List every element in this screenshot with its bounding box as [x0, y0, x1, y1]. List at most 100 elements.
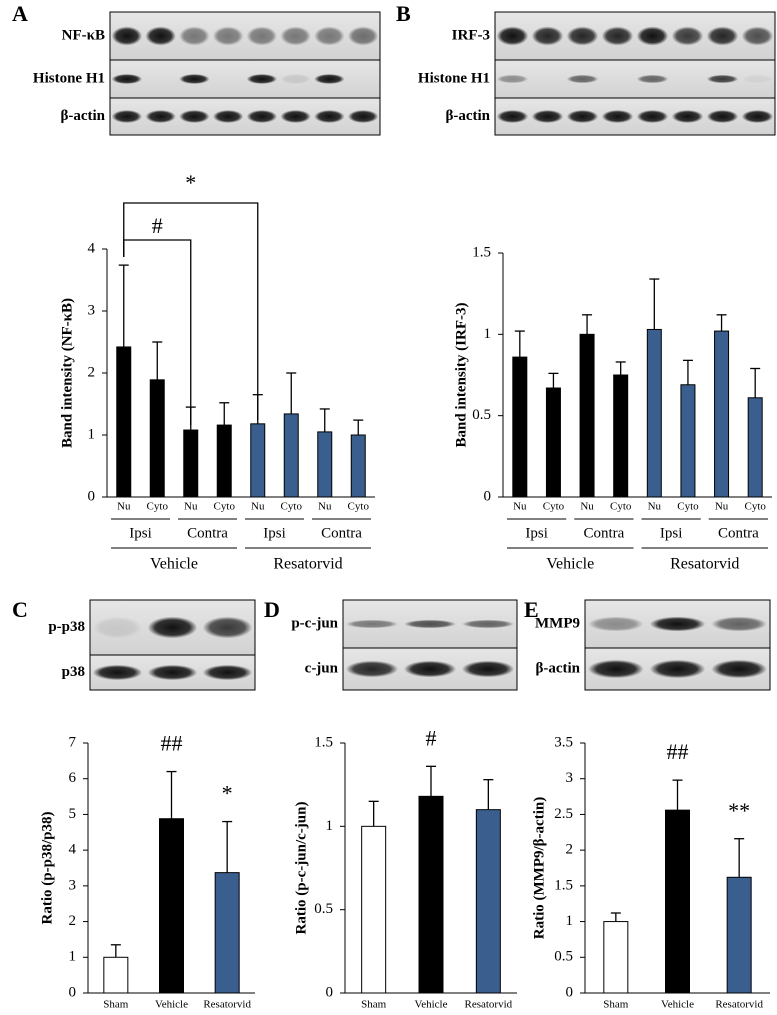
y-axis-label: Ratio (MMP9/β-actin) — [531, 797, 547, 939]
y-tick-label: 2 — [69, 913, 77, 929]
bar — [512, 356, 528, 498]
bar — [475, 809, 501, 994]
blot-band — [496, 74, 529, 84]
x-tick-label: Nu — [648, 501, 662, 513]
y-tick-label: 1 — [88, 426, 96, 442]
blot-band — [92, 616, 143, 639]
x-tick-label: Cyto — [214, 501, 236, 513]
bar — [159, 818, 184, 994]
y-tick-label: 1.5 — [554, 877, 573, 893]
blot-band — [741, 26, 774, 46]
blot-band — [145, 26, 176, 46]
bar — [613, 374, 629, 498]
subgroup-label: Ipsi — [525, 525, 548, 541]
y-tick-label: 4 — [69, 842, 77, 858]
blot-label: NF-κB — [62, 27, 105, 43]
y-tick-label: 4 — [88, 240, 96, 256]
group-label: Resatorvid — [670, 556, 739, 573]
subgroup-label: Contra — [187, 525, 228, 541]
blot-band — [280, 109, 311, 124]
blot-band — [566, 109, 599, 124]
blot-band — [566, 26, 599, 46]
y-tick-label: 5 — [69, 806, 77, 822]
blot-band — [347, 26, 379, 46]
blot-label: β-actin — [535, 660, 580, 676]
blot-band — [280, 73, 311, 85]
x-tick-label: Cyto — [543, 501, 565, 513]
x-tick-label: Resatorvid — [203, 999, 251, 1011]
bar — [350, 434, 366, 498]
y-tick-label: 7 — [69, 734, 77, 750]
significance-mark: ** — [728, 798, 750, 823]
bar — [545, 387, 561, 498]
significance-mark: # — [152, 213, 163, 238]
subgroup-label: Contra — [321, 525, 362, 541]
y-tick-label: 3 — [69, 877, 77, 893]
blot-band — [566, 74, 599, 84]
panel-letter: D — [264, 597, 280, 622]
significance-mark: * — [185, 170, 196, 195]
significance-mark: ## — [161, 731, 183, 756]
blot-band — [111, 73, 143, 85]
y-tick-label: 1.5 — [472, 244, 491, 260]
blot-band — [741, 74, 774, 84]
x-tick-label: Cyto — [281, 501, 303, 513]
blot-label: Histone H1 — [33, 70, 105, 86]
blot-band — [706, 26, 739, 46]
y-tick-label: 0.5 — [472, 407, 491, 423]
blot-band — [636, 74, 669, 84]
blot-label: p-c-jun — [291, 615, 338, 631]
blot-band — [531, 26, 564, 46]
bar — [714, 330, 730, 498]
bar — [665, 809, 690, 994]
x-tick-label: Nu — [580, 501, 594, 513]
bar — [418, 795, 444, 994]
blot-band — [202, 616, 253, 639]
y-axis-label: Band intensity (NF-κB) — [59, 298, 75, 448]
blot-band — [179, 26, 210, 46]
blot-band — [706, 109, 739, 124]
group-label: Vehicle — [546, 556, 594, 573]
y-tick-label: 0.5 — [554, 949, 573, 965]
bar — [116, 346, 132, 498]
bar — [646, 328, 662, 498]
blot-band — [280, 26, 311, 46]
bar — [680, 384, 696, 498]
significance-bracket — [123, 202, 259, 420]
x-tick-label: Nu — [318, 501, 332, 513]
panel-letter: E — [524, 597, 539, 622]
blot-band — [496, 26, 529, 46]
y-tick-label: 3 — [566, 770, 574, 786]
bar — [726, 876, 752, 994]
blot-band — [147, 616, 198, 639]
blot-band — [588, 659, 644, 679]
bar — [361, 825, 387, 994]
x-tick-label: Resatorvid — [464, 999, 512, 1011]
bar — [216, 424, 232, 498]
blot-label: β-actin — [445, 108, 490, 124]
x-tick-label: Nu — [715, 501, 729, 513]
y-tick-label: 1 — [69, 949, 77, 965]
blot-band — [345, 660, 399, 678]
blot-band — [706, 74, 739, 84]
group-label: Vehicle — [150, 556, 198, 573]
bar — [317, 431, 333, 498]
subgroup-label: Ipsi — [129, 525, 152, 541]
y-axis-label: Ratio (p-c-jun/c-jun) — [293, 802, 309, 935]
blot-band — [636, 109, 669, 124]
blot-band — [92, 664, 143, 681]
bar — [603, 921, 629, 994]
x-tick-label: Cyto — [610, 501, 632, 513]
x-tick-label: Vehicle — [155, 999, 188, 1011]
y-tick-label: 0 — [484, 488, 492, 504]
blot-band — [314, 73, 345, 85]
y-tick-label: 1 — [566, 913, 574, 929]
blot-band — [711, 659, 767, 679]
blot-band — [212, 109, 244, 124]
y-tick-label: 0 — [69, 984, 77, 1000]
bar — [183, 429, 199, 498]
y-tick-label: 1.5 — [314, 734, 333, 750]
blot-band — [671, 26, 704, 46]
blot-band — [531, 109, 564, 124]
